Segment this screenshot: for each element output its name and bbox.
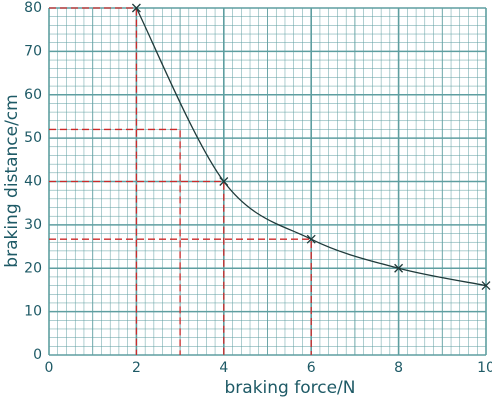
x-tick-label: 10 (477, 360, 492, 376)
x-tick-label: 6 (307, 360, 316, 376)
y-tick-label: 10 (24, 304, 42, 320)
y-tick-label: 0 (33, 347, 42, 363)
reading-guide (49, 128, 181, 355)
x-tick-label: 8 (394, 360, 403, 376)
point-marker (394, 263, 404, 273)
curve (135, 7, 487, 287)
x-tick-label: 2 (132, 360, 141, 376)
reading-guide (49, 180, 225, 355)
x-axis-label: braking force/N (225, 378, 356, 398)
y-tick-label: 20 (24, 260, 42, 276)
y-tick-label: 60 (24, 87, 42, 103)
y-tick-label: 50 (24, 130, 42, 146)
y-axis-label: braking distance/cm (2, 94, 22, 267)
point-marker (481, 281, 491, 291)
y-tick-label: 70 (24, 43, 42, 59)
y-tick-label: 80 (24, 0, 42, 16)
x-tick-label: 4 (219, 360, 228, 376)
point-marker (306, 234, 316, 244)
x-tick-label: 0 (45, 360, 54, 376)
point-marker (219, 177, 229, 186)
y-tick-label: 40 (24, 174, 42, 190)
point-marker (131, 3, 141, 13)
y-tick-label: 30 (24, 217, 42, 233)
